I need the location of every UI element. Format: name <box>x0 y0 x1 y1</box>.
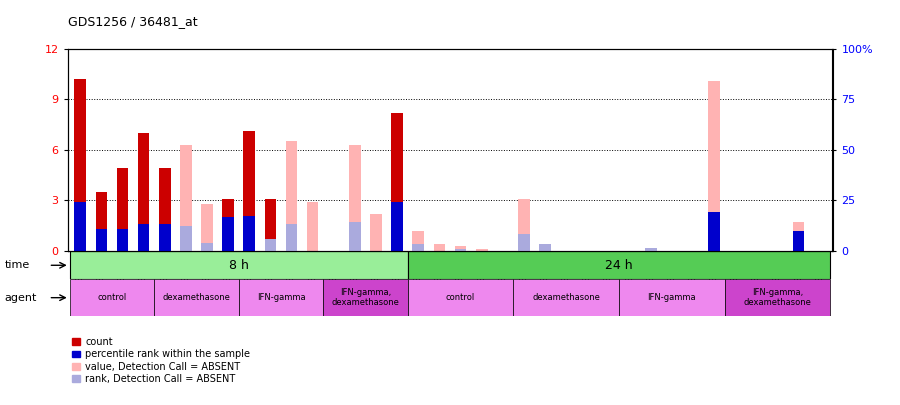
Bar <box>307 202 319 251</box>
Text: IFN-gamma: IFN-gamma <box>648 293 697 302</box>
Bar <box>370 214 382 251</box>
Text: IFN-gamma: IFN-gamma <box>256 293 305 302</box>
Text: control: control <box>97 293 127 302</box>
Bar <box>513 279 619 316</box>
Bar <box>159 168 170 251</box>
Bar <box>518 234 530 251</box>
Bar <box>238 279 323 316</box>
Text: GDS1256 / 36481_at: GDS1256 / 36481_at <box>68 15 197 28</box>
Bar <box>454 246 466 251</box>
Bar <box>408 251 831 279</box>
Text: control: control <box>446 293 475 302</box>
Text: time: time <box>4 260 30 270</box>
Bar <box>539 246 551 251</box>
Bar <box>222 217 234 251</box>
Bar <box>793 222 805 251</box>
Bar <box>392 113 403 251</box>
Bar <box>708 81 720 251</box>
Bar <box>323 279 408 316</box>
Bar <box>159 224 170 251</box>
Bar <box>539 244 551 251</box>
Text: dexamethasone: dexamethasone <box>532 293 600 302</box>
Bar <box>265 199 276 251</box>
Bar <box>138 224 149 251</box>
Bar <box>75 202 86 251</box>
Bar <box>645 248 657 251</box>
Text: agent: agent <box>4 293 37 303</box>
Text: 24 h: 24 h <box>605 259 633 272</box>
Bar <box>222 199 234 251</box>
Bar <box>154 279 238 316</box>
Bar <box>793 231 805 251</box>
Bar <box>412 244 424 251</box>
Bar <box>434 244 446 251</box>
Bar <box>95 229 107 251</box>
Text: 8 h: 8 h <box>229 259 248 272</box>
Text: IFN-gamma,
dexamethasone: IFN-gamma, dexamethasone <box>331 288 400 307</box>
Text: dexamethasone: dexamethasone <box>163 293 230 302</box>
Bar <box>117 229 129 251</box>
Bar <box>708 212 720 251</box>
Bar <box>202 243 212 251</box>
Bar <box>645 248 657 251</box>
Legend: count, percentile rank within the sample, value, Detection Call = ABSENT, rank, : count, percentile rank within the sample… <box>72 337 250 384</box>
Bar <box>180 145 192 251</box>
Bar <box>408 279 513 316</box>
Bar <box>619 279 724 316</box>
Bar <box>793 244 805 251</box>
Bar <box>476 249 488 251</box>
Bar <box>265 199 276 251</box>
Bar <box>349 222 361 251</box>
Bar <box>412 231 424 251</box>
Bar <box>69 251 408 279</box>
Bar <box>243 131 255 251</box>
Bar <box>265 239 276 251</box>
Bar <box>95 192 107 251</box>
Bar <box>392 202 403 251</box>
Bar <box>518 199 530 251</box>
Bar <box>75 79 86 251</box>
Bar <box>349 145 361 251</box>
Bar <box>138 133 149 251</box>
Bar <box>117 168 129 251</box>
Bar <box>180 226 192 251</box>
Bar <box>724 279 831 316</box>
Bar <box>69 279 154 316</box>
Text: IFN-gamma,
dexamethasone: IFN-gamma, dexamethasone <box>743 288 812 307</box>
Bar <box>392 249 403 251</box>
Bar <box>243 215 255 251</box>
Bar <box>285 141 297 251</box>
Bar <box>285 224 297 251</box>
Bar <box>454 249 466 251</box>
Bar <box>202 204 212 251</box>
